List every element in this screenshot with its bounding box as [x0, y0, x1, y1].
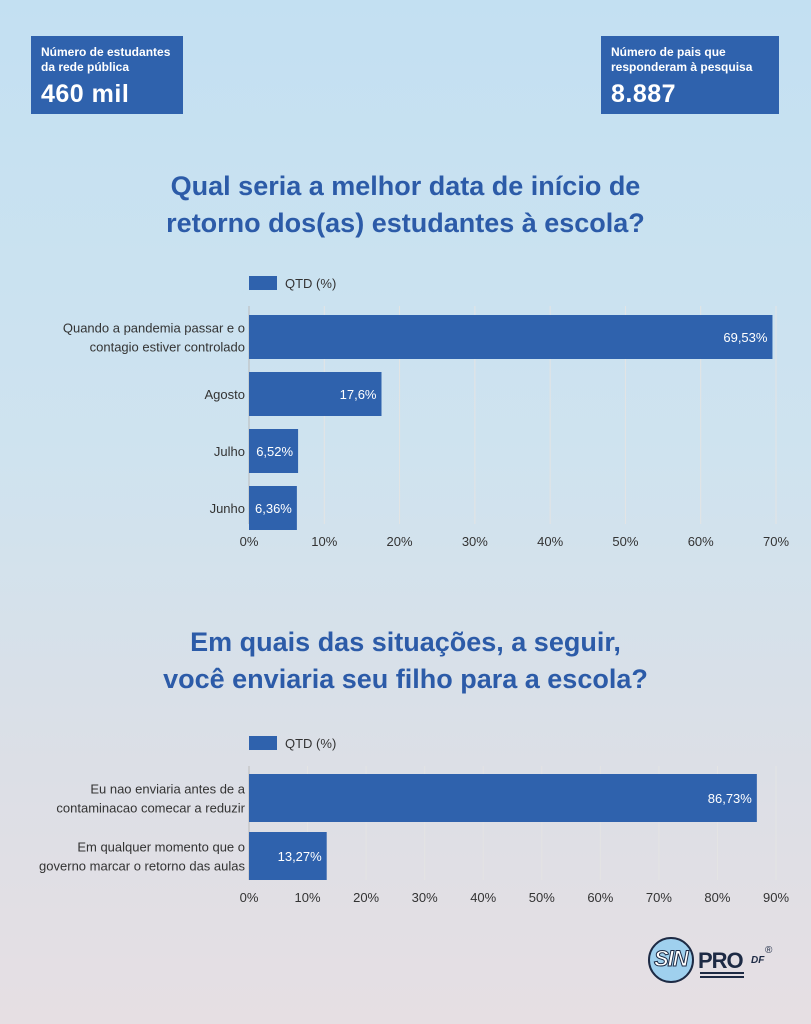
- x-tick-label: 10%: [295, 890, 321, 905]
- data-label: 17,6%: [340, 387, 377, 402]
- stat-students-value: 460 mil: [41, 80, 130, 108]
- bar: [249, 774, 757, 822]
- sinpro-logo: SIN PRO DF ®: [648, 935, 778, 991]
- chart2-title-line1: Em quais das situações, a seguir,: [190, 627, 621, 657]
- logo-df-text: DF: [751, 955, 765, 966]
- x-tick-label: 40%: [470, 890, 496, 905]
- x-tick-label: 70%: [646, 890, 672, 905]
- x-tick-label: 60%: [688, 534, 714, 549]
- logo-pro-text: PRO: [698, 948, 744, 973]
- x-tick-label: 40%: [537, 534, 563, 549]
- logo-sin-text: SIN: [654, 946, 690, 972]
- data-label: 13,27%: [278, 849, 323, 864]
- chart1: QTD (%) 0% 10% 20% 30% 40% 50% 60% 70% 69,53% Quan…: [63, 276, 789, 549]
- x-tick-label: 50%: [612, 534, 638, 549]
- logo-emblem: [648, 937, 694, 983]
- chart2-title-line2: você enviaria seu filho para a escola?: [163, 664, 648, 694]
- category-label: Em qualquer momento que o: [77, 840, 245, 855]
- x-tick-label: 30%: [412, 890, 438, 905]
- bar: [249, 372, 382, 416]
- bar: [249, 832, 327, 880]
- data-label: 6,52%: [256, 444, 293, 459]
- category-label: contaminacao comecar a reduzir: [56, 801, 245, 816]
- logo-registered-mark: ®: [765, 945, 773, 956]
- stat-students: Número de estudantes da rede pública 460…: [31, 36, 183, 114]
- x-tick-label: 50%: [529, 890, 555, 905]
- stat-students-label-2: da rede pública: [41, 60, 130, 74]
- category-label: Julho: [214, 444, 245, 459]
- stat-parents-label-1: Número de pais que: [611, 45, 726, 59]
- logo-subtitle-line: [700, 976, 744, 978]
- chart1-title-line1: Qual seria a melhor data de início de: [170, 171, 641, 201]
- chart1-title: Qual seria a melhor data de início de re…: [0, 168, 811, 242]
- category-label: Eu nao enviaria antes de a: [90, 782, 245, 797]
- bar: [249, 429, 299, 473]
- legend-label: QTD (%): [285, 736, 336, 751]
- stat-parents-value: 8.887: [611, 80, 677, 108]
- category-label: Quando a pandemia passar e o: [63, 321, 245, 336]
- x-tick-label: 0%: [240, 890, 259, 905]
- legend-swatch: [249, 276, 277, 290]
- chart2: QTD (%) 0% 10% 20% 30% 40% 50% 60% 70% 80% 90% 86,7…: [39, 736, 789, 905]
- x-tick-label: 60%: [587, 890, 613, 905]
- x-tick-label: 20%: [387, 534, 413, 549]
- stat-parents: Número de pais que responderam à pesquis…: [601, 36, 779, 114]
- x-tick-label: 10%: [311, 534, 337, 549]
- x-tick-label: 30%: [462, 534, 488, 549]
- chart1-title-line2: retorno dos(as) estudantes à escola?: [166, 208, 645, 238]
- x-tick-label: 80%: [704, 890, 730, 905]
- x-tick-label: 0%: [240, 534, 259, 549]
- category-label: governo marcar o retorno das aulas: [39, 859, 245, 874]
- category-label: contagio estiver controlado: [90, 340, 245, 355]
- x-tick-label: 20%: [353, 890, 379, 905]
- x-tick-label: 70%: [763, 534, 789, 549]
- legend-label: QTD (%): [285, 276, 336, 291]
- bar: [249, 486, 297, 530]
- stat-students-label-1: Número de estudantes: [41, 45, 171, 59]
- x-tick-label: 90%: [763, 890, 789, 905]
- data-label: 86,73%: [708, 791, 753, 806]
- chart2-title: Em quais das situações, a seguir, você e…: [0, 624, 811, 698]
- bar: [249, 315, 773, 359]
- category-label: Junho: [210, 501, 245, 516]
- logo-subtitle-line: [700, 972, 744, 974]
- legend-swatch: [249, 736, 277, 750]
- data-label: 69,53%: [723, 330, 768, 345]
- stat-parents-label-2: responderam à pesquisa: [611, 60, 753, 74]
- data-label: 6,36%: [255, 501, 292, 516]
- category-label: Agosto: [205, 387, 245, 402]
